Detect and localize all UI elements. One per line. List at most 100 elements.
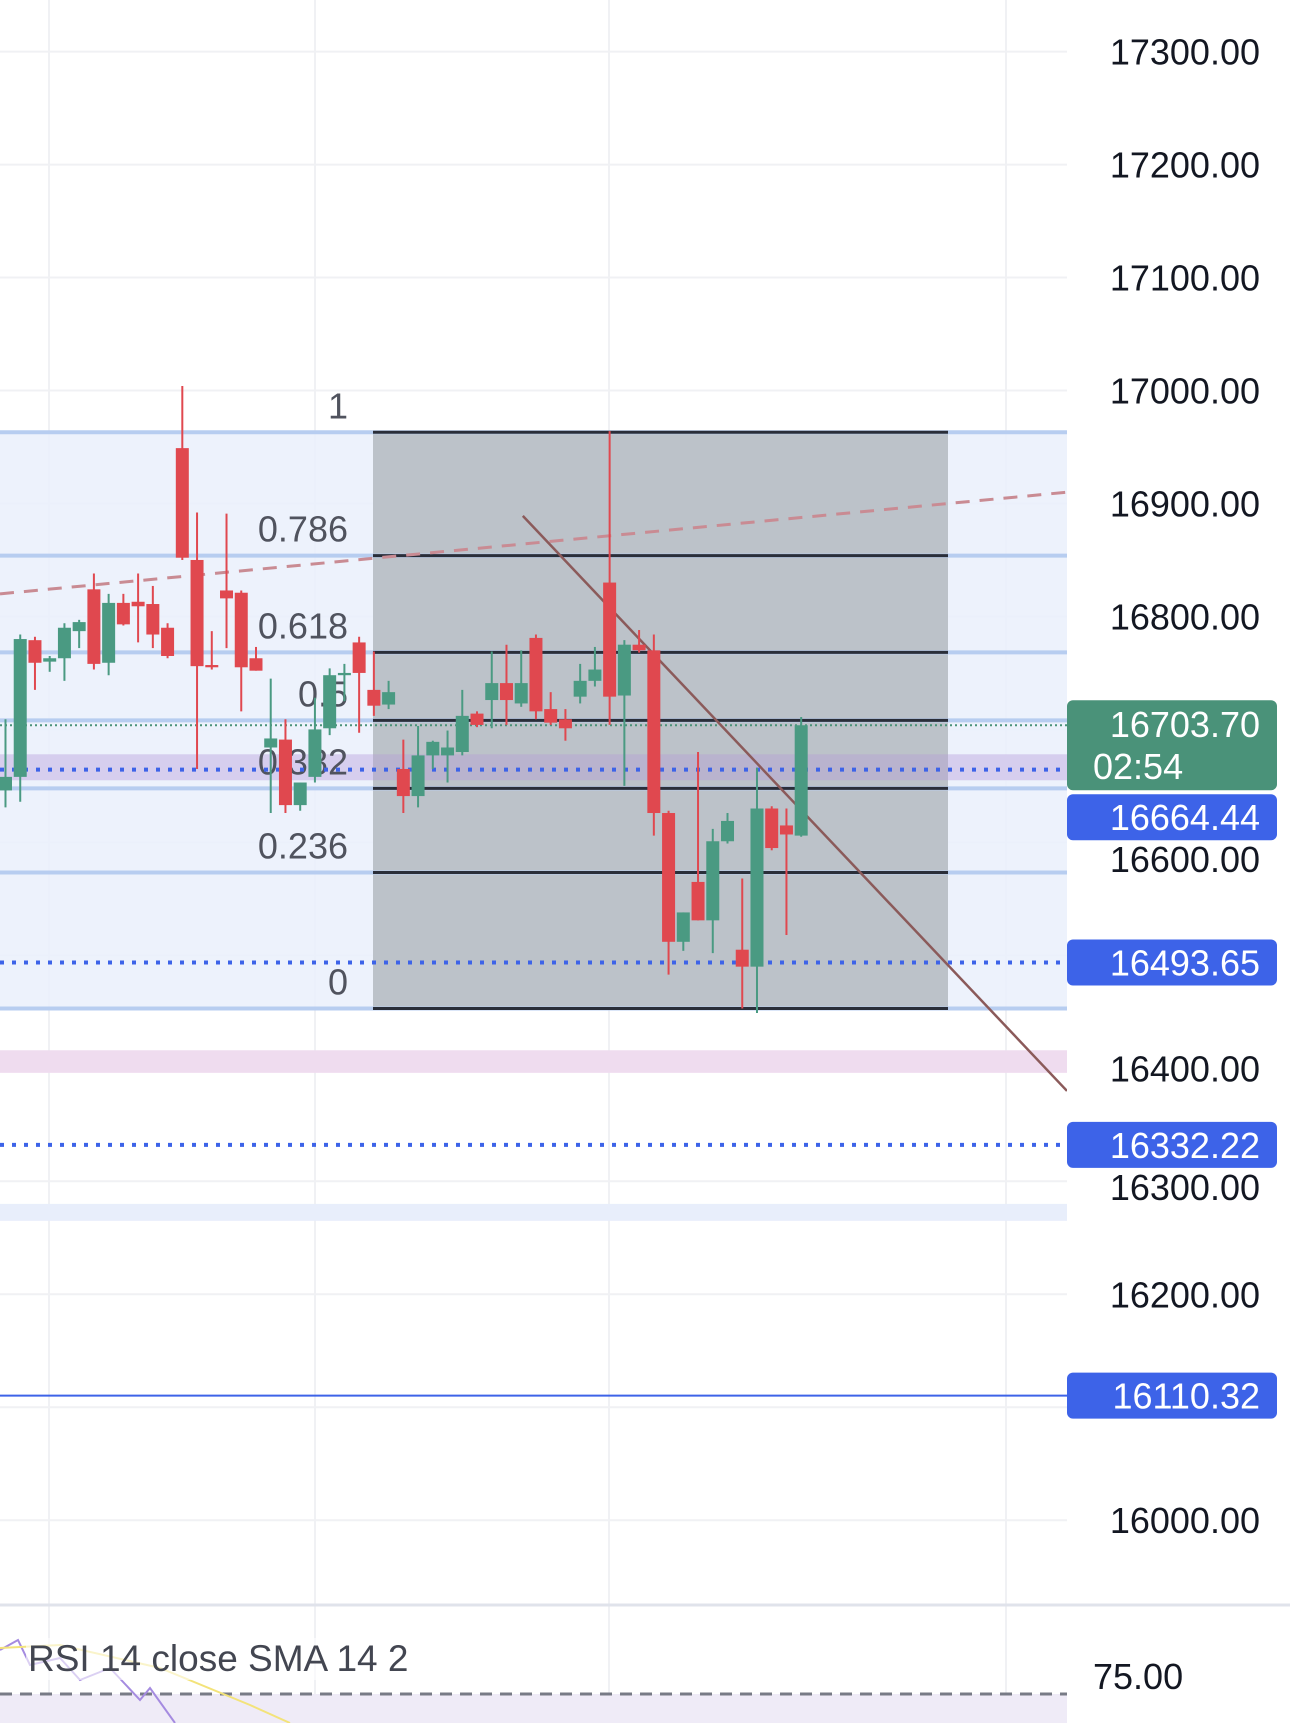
candle <box>647 634 661 836</box>
candle-body <box>323 675 337 729</box>
price-line-badge <box>1067 794 1277 841</box>
candle-body <box>706 841 720 921</box>
candle-body <box>499 683 513 701</box>
candle-body <box>441 747 455 756</box>
candle <box>411 726 425 808</box>
candle-body <box>588 669 602 681</box>
candle-body <box>72 622 86 632</box>
candle-body <box>308 729 322 777</box>
candle <box>293 782 307 811</box>
price-axis-label: 16300.00 <box>1110 1167 1260 1208</box>
candle <box>337 663 351 702</box>
candle <box>396 739 410 814</box>
candle-body <box>617 644 631 696</box>
candle-body <box>662 813 676 942</box>
fib-level-label: 0.382 <box>258 741 348 782</box>
candle <box>249 646 263 671</box>
candle <box>43 655 57 672</box>
price-zone <box>0 1050 1067 1073</box>
candle <box>352 636 366 733</box>
candle <box>426 740 440 769</box>
trend-line <box>0 490 1068 596</box>
candle-body <box>337 672 351 676</box>
candle-body <box>278 739 292 806</box>
candle <box>0 719 12 808</box>
candle-body <box>573 680 587 697</box>
candle-body <box>87 589 101 664</box>
price-axis-label: 16400.00 <box>1110 1048 1260 1089</box>
candle <box>382 680 396 710</box>
candle <box>750 767 764 1013</box>
candle-body <box>43 658 57 662</box>
candle <box>57 623 71 681</box>
candle-body <box>529 637 543 712</box>
price-axis-label: 17200.00 <box>1110 145 1260 186</box>
candle-body <box>647 650 661 814</box>
candle-body <box>146 604 160 635</box>
candle-body <box>382 692 396 705</box>
candle <box>529 634 543 720</box>
rsi-line <box>0 1638 176 1723</box>
candle-body <box>190 559 204 667</box>
candle-body <box>691 881 705 921</box>
candle-countdown: 02:54 <box>1093 746 1183 787</box>
candle <box>573 663 587 704</box>
candle <box>190 512 204 769</box>
candle <box>558 709 572 741</box>
candle-body <box>411 755 425 797</box>
rsi-axis-label: 75.00 <box>1093 1656 1184 1697</box>
candle <box>588 646 602 687</box>
rsi-indicator-title[interactable]: RSI 14 close SMA 14 2 <box>26 1638 417 1680</box>
candle <box>765 806 779 851</box>
candle <box>220 513 234 649</box>
candle <box>485 651 499 729</box>
price-line-badge <box>1067 1372 1277 1419</box>
price-zone-overlay <box>0 754 1067 781</box>
candle-body <box>558 719 572 729</box>
price-line-badge <box>1067 1121 1277 1168</box>
candle <box>146 585 160 649</box>
price-line-label: 16332.22 <box>1110 1125 1260 1166</box>
candle-body <box>367 689 381 706</box>
candle-body <box>426 741 440 756</box>
candle <box>264 678 278 814</box>
fib-level-label: 0.236 <box>258 825 348 866</box>
candle <box>308 697 322 783</box>
candle <box>514 650 528 707</box>
candle-body <box>13 639 27 777</box>
candle <box>676 912 690 951</box>
candle-body <box>735 949 749 967</box>
candle <box>470 711 484 728</box>
rsi-band <box>0 1694 1067 1723</box>
price-axis-label: 16200.00 <box>1110 1274 1260 1315</box>
fib-level-label: 0.5 <box>298 673 348 714</box>
candle <box>323 668 337 736</box>
candle-body <box>721 820 735 842</box>
candle-body <box>750 808 764 967</box>
candle-body <box>485 683 499 701</box>
price-line-badge <box>1067 939 1277 986</box>
candle-body <box>116 602 130 625</box>
candle <box>794 716 808 837</box>
candle <box>455 689 469 756</box>
fib-level-label: 1 <box>328 385 348 426</box>
fib-level-label: 0 <box>328 961 348 1002</box>
candle-body <box>220 590 234 599</box>
fib-level-label: 0.618 <box>258 605 348 646</box>
candle-body <box>765 808 779 849</box>
price-axis-label: 17000.00 <box>1110 371 1260 412</box>
candle <box>87 573 101 670</box>
candle <box>13 634 27 802</box>
candle-body <box>175 448 189 558</box>
candle-body <box>794 725 808 836</box>
candle <box>662 810 676 975</box>
candle <box>131 573 145 643</box>
candle <box>72 619 86 649</box>
price-zone <box>0 1203 1067 1221</box>
price-axis-label: 16000.00 <box>1110 1500 1260 1541</box>
candle-body <box>293 782 307 806</box>
candle <box>175 385 189 560</box>
candle <box>706 828 720 954</box>
price-axis-label: 17100.00 <box>1110 258 1260 299</box>
